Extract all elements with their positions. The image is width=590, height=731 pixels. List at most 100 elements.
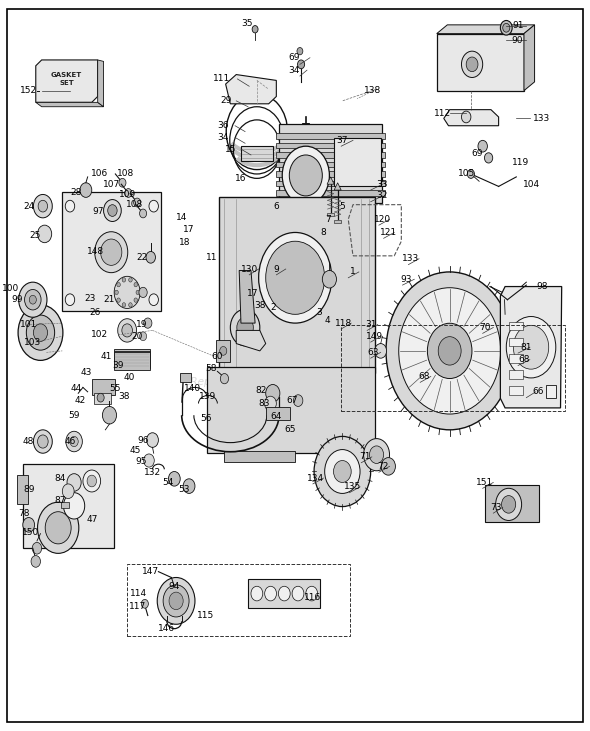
Polygon shape [36, 102, 104, 107]
Circle shape [18, 305, 63, 360]
Text: 130: 130 [241, 265, 258, 273]
Circle shape [513, 325, 549, 369]
Circle shape [66, 431, 83, 452]
Circle shape [322, 270, 336, 288]
Text: 20: 20 [132, 332, 143, 341]
Circle shape [506, 317, 556, 378]
Text: 102: 102 [91, 330, 108, 339]
Circle shape [25, 289, 41, 310]
Text: 91: 91 [512, 21, 524, 30]
Bar [509, 386, 523, 395]
Text: 40: 40 [123, 373, 135, 382]
Text: 16: 16 [235, 174, 247, 183]
Polygon shape [334, 183, 341, 190]
Polygon shape [239, 270, 255, 323]
Text: 33: 33 [376, 180, 388, 189]
Bar [276, 152, 385, 158]
Text: 108: 108 [126, 200, 143, 209]
Text: 118: 118 [335, 319, 352, 327]
Circle shape [31, 556, 41, 567]
Bar [114, 349, 150, 367]
Bar [509, 322, 523, 330]
Circle shape [266, 241, 324, 314]
Circle shape [83, 470, 101, 492]
Text: 69: 69 [289, 53, 300, 62]
Circle shape [289, 155, 322, 196]
Circle shape [27, 315, 55, 350]
Text: 7: 7 [324, 215, 330, 224]
Circle shape [87, 475, 97, 487]
Text: 149: 149 [366, 332, 384, 341]
Circle shape [38, 225, 52, 243]
Bar [23, 464, 114, 548]
Circle shape [466, 57, 478, 72]
Text: 4: 4 [324, 316, 330, 325]
Bar [63, 192, 161, 311]
Circle shape [502, 496, 516, 513]
Circle shape [125, 189, 132, 197]
Bar [92, 379, 116, 395]
Circle shape [134, 282, 137, 287]
Circle shape [38, 435, 48, 448]
Text: 64: 64 [271, 412, 282, 421]
Text: 146: 146 [158, 624, 175, 633]
Bar [327, 213, 334, 216]
Circle shape [467, 170, 474, 178]
Polygon shape [225, 75, 276, 104]
Text: 98: 98 [536, 282, 548, 291]
Text: 94: 94 [169, 582, 180, 591]
Text: 65: 65 [285, 425, 296, 434]
Text: 60: 60 [212, 352, 223, 361]
Text: 15: 15 [225, 145, 236, 154]
Circle shape [134, 198, 141, 207]
Circle shape [129, 278, 132, 282]
Text: 5: 5 [339, 202, 345, 211]
Circle shape [438, 337, 461, 365]
Text: 140: 140 [183, 385, 201, 393]
Circle shape [80, 183, 92, 197]
Circle shape [129, 303, 132, 307]
Circle shape [333, 461, 351, 482]
Circle shape [168, 471, 180, 486]
Circle shape [297, 48, 303, 55]
Text: 83: 83 [259, 399, 270, 408]
Circle shape [34, 324, 48, 341]
Circle shape [115, 290, 119, 295]
Circle shape [478, 140, 487, 152]
Circle shape [34, 194, 53, 218]
Text: 55: 55 [110, 385, 121, 393]
Text: 138: 138 [365, 86, 382, 95]
Bar [61, 502, 70, 508]
Bar [278, 124, 382, 203]
Circle shape [484, 153, 493, 163]
Text: 95: 95 [135, 458, 146, 466]
Circle shape [237, 317, 253, 338]
Text: 100: 100 [2, 284, 19, 292]
Circle shape [136, 290, 140, 295]
Bar [276, 190, 385, 196]
Polygon shape [98, 60, 104, 107]
Text: 111: 111 [213, 75, 230, 83]
Circle shape [157, 577, 195, 624]
Text: 133: 133 [402, 254, 419, 263]
Text: 139: 139 [199, 392, 217, 401]
Text: 90: 90 [511, 36, 523, 45]
Polygon shape [36, 60, 98, 102]
Text: 117: 117 [129, 602, 146, 611]
Circle shape [252, 26, 258, 33]
Bar [341, 325, 565, 411]
Bar [302, 123, 309, 133]
Text: 19: 19 [136, 320, 148, 329]
Circle shape [19, 282, 47, 317]
Text: 46: 46 [64, 437, 76, 446]
Circle shape [183, 479, 195, 493]
Bar [276, 162, 385, 167]
Polygon shape [241, 146, 273, 161]
Circle shape [101, 239, 122, 265]
Polygon shape [524, 25, 535, 91]
Text: 34: 34 [218, 133, 229, 142]
Circle shape [324, 450, 360, 493]
Circle shape [114, 276, 140, 308]
Text: 112: 112 [434, 109, 451, 118]
Bar [206, 367, 375, 453]
